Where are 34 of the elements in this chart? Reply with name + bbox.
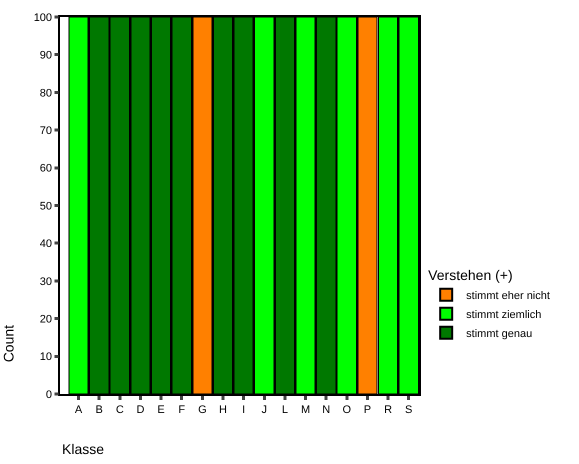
x-axis-title: Klasse bbox=[62, 441, 104, 457]
x-tick-label: S bbox=[405, 404, 412, 416]
y-tick-label: 60 bbox=[40, 162, 52, 175]
legend-label: stimmt eher nicht bbox=[466, 290, 550, 302]
legend-label: stimmt ziemlich bbox=[466, 309, 542, 322]
x-tick-label: A bbox=[74, 404, 83, 416]
x-tick-label: G bbox=[198, 404, 207, 416]
x-tick-label: N bbox=[322, 404, 330, 416]
x-tick-label: H bbox=[219, 404, 228, 416]
y-tick-label: 50 bbox=[40, 200, 52, 212]
x-tick-label: R bbox=[384, 404, 392, 416]
y-tick-label: 90 bbox=[40, 50, 52, 62]
y-tick-label: 30 bbox=[40, 276, 52, 288]
y-tick-label: 20 bbox=[40, 313, 52, 326]
y-tick-label: 80 bbox=[40, 87, 52, 100]
y-tick-label: 100 bbox=[34, 12, 52, 24]
legend-label: stimmt genau bbox=[466, 328, 532, 340]
x-tick-label: C bbox=[116, 404, 124, 416]
x-tick-label: E bbox=[157, 404, 165, 416]
x-tick-label: M bbox=[300, 404, 310, 416]
x-tick-label: B bbox=[96, 404, 103, 416]
x-tick-label: P bbox=[364, 404, 372, 416]
y-tick-label: 40 bbox=[40, 238, 52, 250]
x-tick-label: I bbox=[242, 404, 246, 416]
y-axis-title: Count bbox=[0, 324, 17, 362]
legend-title: Verstehen (+) bbox=[428, 267, 513, 284]
y-tick-label: 10 bbox=[40, 351, 52, 364]
y-tick-label: 0 bbox=[46, 388, 52, 401]
x-tick-label: F bbox=[178, 404, 186, 416]
y-tick-label: 70 bbox=[40, 124, 52, 137]
x-tick-label: D bbox=[136, 404, 144, 416]
x-tick-label: J bbox=[262, 404, 268, 416]
x-tick-label: L bbox=[282, 404, 288, 416]
x-tick-label: O bbox=[342, 404, 352, 416]
